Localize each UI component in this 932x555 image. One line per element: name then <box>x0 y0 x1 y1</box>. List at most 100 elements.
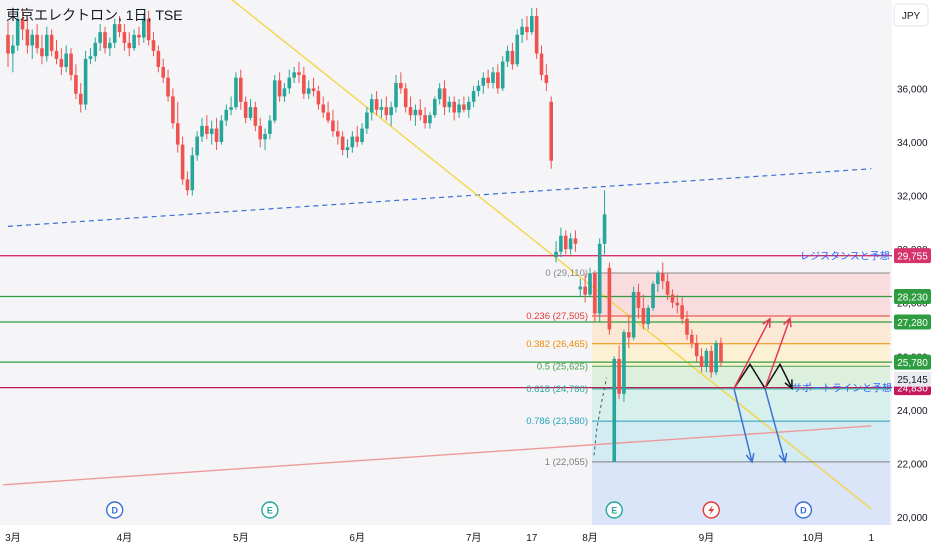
candle-body <box>69 53 73 75</box>
candle-body <box>530 16 534 33</box>
candle-body <box>78 93 83 105</box>
candle-body <box>500 61 505 89</box>
candle-body <box>583 286 587 295</box>
candle-body <box>321 104 326 113</box>
lightning-icon <box>708 505 715 515</box>
candle-body <box>641 308 646 325</box>
candle-body <box>45 34 49 57</box>
candle-body <box>719 342 723 362</box>
candle-body <box>350 136 355 148</box>
candle-body <box>588 273 592 295</box>
candle-body <box>428 115 432 124</box>
candle-body <box>302 75 306 94</box>
candle-body <box>54 50 59 59</box>
x-tick-label: 6月 <box>349 532 365 544</box>
candle-body <box>331 120 335 132</box>
candle-body <box>161 66 165 78</box>
candle-body <box>297 72 301 75</box>
x-tick-label: 17 <box>526 533 538 544</box>
candle-body <box>525 26 529 33</box>
candle-body <box>486 77 490 84</box>
fibonacci-label: 0.382 (26,465) <box>526 339 588 350</box>
candle-body <box>64 53 68 67</box>
candle-body <box>306 88 311 94</box>
candle-body <box>690 334 694 343</box>
candle-body <box>272 80 277 121</box>
time-axis-background[interactable] <box>0 525 892 550</box>
price-tag-label: 24,830 <box>897 384 928 395</box>
candle-body <box>40 48 44 57</box>
candle-body <box>534 16 539 54</box>
candle-body <box>408 107 413 116</box>
candle-body <box>466 101 471 110</box>
candle-body <box>263 133 267 140</box>
candle-body <box>597 243 602 314</box>
x-tick-label: 3月 <box>5 532 21 544</box>
candle-body <box>685 318 689 335</box>
y-tick-label: 34,000 <box>897 138 928 149</box>
candle-body <box>146 18 151 41</box>
candle-body <box>340 136 345 150</box>
projection-zigzag-arrow-head <box>784 379 793 390</box>
event-marker[interactable] <box>605 501 623 519</box>
candle-body <box>74 75 78 94</box>
candle-body <box>442 88 447 108</box>
currency-label: JPY <box>902 11 921 22</box>
price-axis-background[interactable] <box>892 0 932 550</box>
candle-body <box>491 72 495 84</box>
candle-body <box>336 131 340 137</box>
y-tick-label: 28,000 <box>897 299 928 310</box>
candle-body <box>355 136 359 142</box>
candle-body <box>103 32 107 49</box>
level-label: サポートラインと予想 <box>792 382 892 395</box>
candle-body <box>660 273 665 282</box>
price-tag <box>894 289 931 305</box>
projection-arrows <box>593 316 793 464</box>
event-marker[interactable] <box>261 501 279 519</box>
candle-body <box>282 88 287 97</box>
candle-body <box>258 125 262 140</box>
x-tick-label: 5月 <box>233 532 249 544</box>
candle-body <box>287 77 292 89</box>
candle-body <box>248 107 253 118</box>
fibonacci-label: 1 (22,055) <box>545 457 588 468</box>
candle-body <box>675 302 680 306</box>
event-marker[interactable] <box>105 501 124 519</box>
candle-body <box>423 115 427 124</box>
fibonacci-label: 0.786 (23,580) <box>526 416 588 427</box>
event-marker[interactable] <box>794 501 813 519</box>
candle-body <box>476 85 481 92</box>
candle-body <box>399 83 403 89</box>
price-tag-label: 28,230 <box>897 293 928 304</box>
candle-body <box>505 50 510 62</box>
candle-body <box>175 123 180 145</box>
candle-body <box>365 112 369 129</box>
candle-body <box>137 34 141 38</box>
candle-body <box>122 32 127 43</box>
candle-body <box>171 96 175 124</box>
candle-body <box>418 109 423 116</box>
candle-body <box>437 88 442 100</box>
candle-body <box>59 58 64 67</box>
candle-body <box>515 34 520 65</box>
y-tick-label: 32,000 <box>897 192 928 203</box>
candle-body <box>617 358 621 394</box>
price-tag <box>894 354 931 370</box>
x-tick-label: 10月 <box>803 532 824 544</box>
price-tag-label: 25,780 <box>897 358 928 369</box>
candle-body <box>35 34 39 49</box>
level-label: レジスタンスと予想 <box>800 250 890 263</box>
candle-body <box>311 88 316 92</box>
projection-zone-fill <box>592 461 890 525</box>
candle-body <box>413 109 418 116</box>
candle-body <box>229 107 233 110</box>
candle-body <box>568 238 573 250</box>
current-price-label: 25,145 <box>897 375 928 386</box>
fibonacci-zone <box>592 343 890 367</box>
projection-up-arrow-2-head <box>783 316 792 328</box>
currency-box[interactable] <box>893 3 929 27</box>
candle-body <box>253 107 258 126</box>
candle-body <box>481 77 486 86</box>
